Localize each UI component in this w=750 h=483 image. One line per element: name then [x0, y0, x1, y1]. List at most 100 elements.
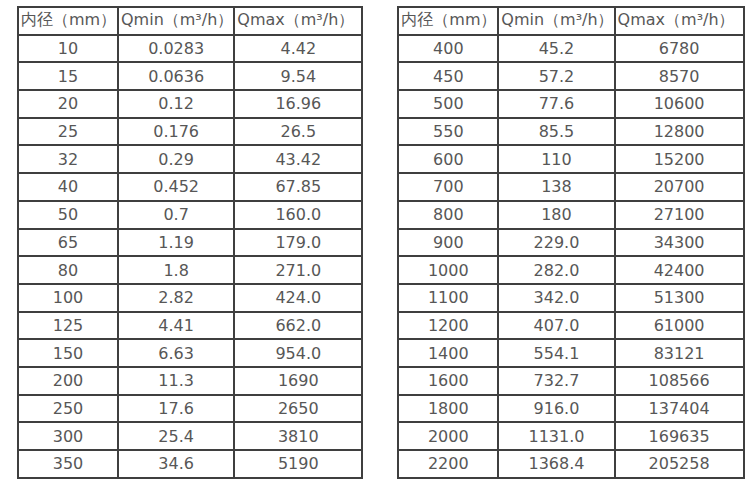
cell: 180 — [498, 201, 614, 229]
cell: 42400 — [615, 256, 744, 284]
cell: 1.19 — [118, 229, 234, 257]
column-header: 内径（mm） — [18, 7, 118, 35]
header-row: 内径（mm）Qmin（m³/h）Qmax（m³/h） — [18, 7, 362, 35]
table-row: 25017.62650 — [18, 395, 362, 423]
cell: 25.4 — [118, 422, 234, 450]
table-row: 50077.610600 — [398, 90, 743, 118]
cell: 800 — [398, 201, 498, 229]
cell: 1.8 — [118, 256, 234, 284]
cell: 77.6 — [498, 90, 614, 118]
column-header: 内径（mm） — [398, 7, 498, 35]
page: 内径（mm）Qmin（m³/h）Qmax（m³/h） 100.02834.421… — [0, 0, 750, 483]
table-row: 150.06369.54 — [18, 62, 362, 90]
cell: 45.2 — [498, 35, 614, 63]
table-row: 900229.034300 — [398, 229, 743, 257]
table-row: 1254.41662.0 — [18, 312, 362, 340]
cell: 26.5 — [234, 118, 362, 146]
cell: 34.6 — [118, 450, 234, 478]
cell: 250 — [18, 395, 118, 423]
cell: 407.0 — [498, 312, 614, 340]
cell: 4.41 — [118, 312, 234, 340]
cell: 0.12 — [118, 90, 234, 118]
cell: 271.0 — [234, 256, 362, 284]
cell: 83121 — [615, 339, 744, 367]
cell: 51300 — [615, 284, 744, 312]
cell: 0.29 — [118, 145, 234, 173]
cell: 200 — [18, 367, 118, 395]
cell: 12800 — [615, 118, 744, 146]
table-row: 20011.31690 — [18, 367, 362, 395]
cell: 27100 — [615, 201, 744, 229]
cell: 2000 — [398, 422, 498, 450]
table-row: 1400554.183121 — [398, 339, 743, 367]
cell: 20700 — [615, 173, 744, 201]
table-row: 40045.26780 — [398, 35, 743, 63]
table-row: 1000282.042400 — [398, 256, 743, 284]
cell: 108566 — [615, 367, 744, 395]
cell: 282.0 — [498, 256, 614, 284]
cell: 15 — [18, 62, 118, 90]
cell: 2200 — [398, 450, 498, 478]
table-row: 320.2943.42 — [18, 145, 362, 173]
table-row: 801.8271.0 — [18, 256, 362, 284]
cell: 15200 — [615, 145, 744, 173]
cell: 1100 — [398, 284, 498, 312]
cell: 0.7 — [118, 201, 234, 229]
table-row: 250.17626.5 — [18, 118, 362, 146]
table-row: 1200407.061000 — [398, 312, 743, 340]
cell: 350 — [18, 450, 118, 478]
cell: 43.42 — [234, 145, 362, 173]
cell: 732.7 — [498, 367, 614, 395]
table-row: 80018027100 — [398, 201, 743, 229]
cell: 1600 — [398, 367, 498, 395]
cell: 150 — [18, 339, 118, 367]
cell: 179.0 — [234, 229, 362, 257]
table-row: 45057.28570 — [398, 62, 743, 90]
cell: 67.85 — [234, 173, 362, 201]
cell: 169635 — [615, 422, 744, 450]
table-row: 100.02834.42 — [18, 35, 362, 63]
cell: 554.1 — [498, 339, 614, 367]
flow-table-small-diameters: 内径（mm）Qmin（m³/h）Qmax（m³/h） 100.02834.421… — [17, 6, 363, 479]
table-row: 1506.63954.0 — [18, 339, 362, 367]
cell: 6780 — [615, 35, 744, 63]
cell: 0.0636 — [118, 62, 234, 90]
cell: 342.0 — [498, 284, 614, 312]
cell: 1690 — [234, 367, 362, 395]
table-row: 1800916.0137404 — [398, 395, 743, 423]
cell: 137404 — [615, 395, 744, 423]
cell: 160.0 — [234, 201, 362, 229]
cell: 32 — [18, 145, 118, 173]
cell: 2650 — [234, 395, 362, 423]
column-header: Qmax（m³/h） — [615, 7, 744, 35]
cell: 10600 — [615, 90, 744, 118]
cell: 2.82 — [118, 284, 234, 312]
table-row: 60011015200 — [398, 145, 743, 173]
cell: 1131.0 — [498, 422, 614, 450]
table-row: 22001368.4205258 — [398, 450, 743, 478]
table-row: 1100342.051300 — [398, 284, 743, 312]
cell: 0.452 — [118, 173, 234, 201]
cell: 600 — [398, 145, 498, 173]
table-row: 30025.43810 — [18, 422, 362, 450]
cell: 205258 — [615, 450, 744, 478]
table-row: 400.45267.85 — [18, 173, 362, 201]
cell: 11.3 — [118, 367, 234, 395]
cell: 8570 — [615, 62, 744, 90]
cell: 916.0 — [498, 395, 614, 423]
cell: 125 — [18, 312, 118, 340]
cell: 1368.4 — [498, 450, 614, 478]
cell: 1400 — [398, 339, 498, 367]
column-header: Qmin（m³/h） — [498, 7, 614, 35]
cell: 1800 — [398, 395, 498, 423]
cell: 0.0283 — [118, 35, 234, 63]
table-row: 200.1216.96 — [18, 90, 362, 118]
cell: 61000 — [615, 312, 744, 340]
cell: 80 — [18, 256, 118, 284]
flow-table-large-diameters: 内径（mm）Qmin（m³/h）Qmax（m³/h） 40045.2678045… — [397, 6, 744, 479]
column-header: Qmax（m³/h） — [234, 7, 362, 35]
cell: 100 — [18, 284, 118, 312]
cell: 65 — [18, 229, 118, 257]
cell: 400 — [398, 35, 498, 63]
cell: 954.0 — [234, 339, 362, 367]
